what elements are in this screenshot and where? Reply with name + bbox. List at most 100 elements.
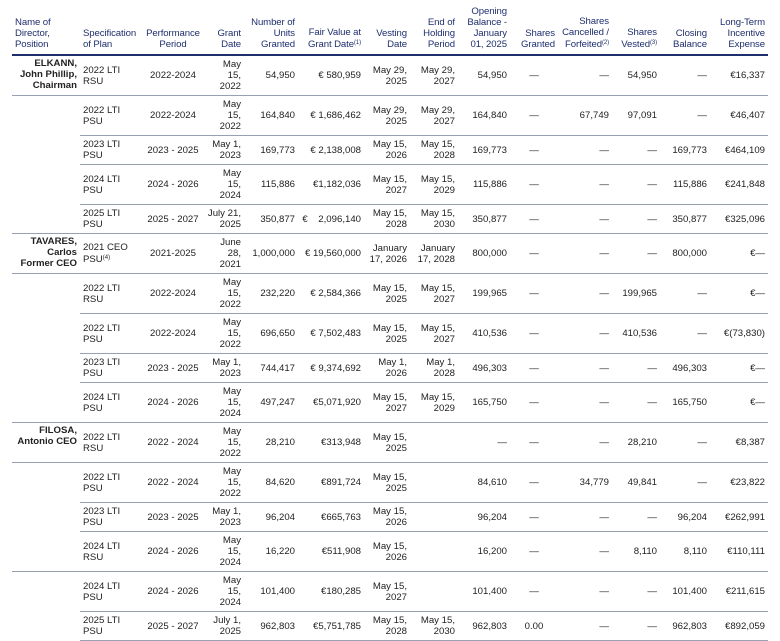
cell-fair-value: € 7,502,483 [298,313,364,354]
cell-shares-vested: 97,091 [612,95,660,136]
cell-vesting-date: May 29, 2025 [364,55,410,96]
cell-opening-balance: — [458,422,510,463]
cell-value: 2023 - 2025 [147,362,199,374]
cell-shares-cancelled: 34,779 [558,462,612,503]
header-plan: Specification of Plan [80,6,142,56]
cell-shares-granted: — [510,422,558,463]
cell-value: 2022 LTI PSU [83,322,121,345]
cell-name [12,136,80,165]
cell-shares-vested: — [612,571,660,612]
table-row: 2023 LTI PSU 2023 - 2025 May 1, 2023 96,204… [12,502,768,532]
cell-shares-granted: 0.00 [510,611,558,641]
cell-value: — [599,437,609,448]
cell-value: 96,204 [477,511,507,523]
cell-value: May 29, 2027 [420,104,455,127]
cell-value: 2025 LTI PSU [83,615,121,637]
cell-value: — [599,328,609,339]
cell-opening-balance: 410,536 [458,313,510,354]
cell-closing-balance: — [660,422,710,463]
cell-grant-date: May 15, 2022 [204,313,244,354]
header-label: Long-Term Incentive Expense [720,17,765,50]
cell-period: 2025 - 2027 [142,611,204,641]
cell-value: May 15, 2026 [372,139,407,161]
cell-lti-expense: €8,387 [710,422,768,463]
cell-value: 2022 LTI RSU [83,64,121,87]
cell-closing-balance: 96,204 [660,502,710,532]
cell-lti-expense: €46,407 [710,95,768,136]
cell-units-granted: 744,417 [244,353,298,383]
cell-value: 96,204 [265,511,295,523]
cell-value: 744,417 [260,362,295,374]
cell-value: — [697,288,707,299]
table-row: 2024 LTI PSU 2024 - 2026 May 15, 2024 101,4… [12,571,768,612]
cell-value: 800,000 [472,248,507,259]
header-holding-end: End of Holding Period [410,6,458,56]
cell-holding-end: May 15, 2029 [410,382,458,423]
header-opening-balance: Opening Balance - January 01, 2025 [458,6,510,56]
cell-vesting-date: May 15, 2027 [364,571,410,612]
cell-value: — [647,213,657,225]
cell-lti-expense: €16,337 [710,55,768,96]
cell-name [12,612,80,641]
cell-shares-cancelled: — [558,313,612,354]
cell-shares-vested: — [612,502,660,532]
cell-units-granted: 96,204 [244,502,298,532]
cell-value: 496,303 [672,362,707,374]
cell-value: €211,615 [725,586,765,597]
cell-lti-expense: €325,096 [710,204,768,234]
cell-value: FILOSA, Antonio CEO [17,425,77,447]
cell-name [12,314,80,354]
cell-vesting-date: May 15, 2025 [364,273,410,314]
cell-shares-granted: — [510,313,558,354]
cell-value: May 15, 2025 [372,322,407,345]
header-label: Performance Period [146,28,200,50]
cell-value: — [529,110,539,121]
cell-opening-balance: 496,303 [458,353,510,383]
cell-holding-end [410,571,458,612]
cell-value: — [599,248,609,259]
cell-grant-date: May 15, 2022 [204,462,244,503]
cell-value: 962,803 [472,620,507,632]
cell-value: 2024 LTI PSU [83,391,121,414]
cell-period: 2024 - 2026 [142,531,204,572]
cell-value: 34,779 [579,477,609,488]
cell-vesting-date: May 15, 2028 [364,611,410,641]
cell-value: May 15, 2028 [372,615,407,637]
cell-value: — [497,437,507,448]
cell-value: — [599,144,609,156]
cell-plan: 2022 LTI RSU [80,55,142,96]
cell-units-granted: 350,877 [244,204,298,234]
cell-value: €464,109 [724,144,765,156]
cell-closing-balance: 101,400 [660,571,710,612]
header-period: Performance Period [142,6,204,56]
cell-name [12,531,80,572]
cell-value: 2024 - 2026 [147,546,199,557]
cell-value: 169,773 [260,144,295,156]
cell-value: 410,536 [622,328,657,339]
cell-value: €180,285 [320,586,361,597]
cell-value: — [529,179,539,190]
cell-value: May 15, 2022 [219,99,241,132]
cell-plan: 2024 LTI PSU [80,164,142,205]
cell-fair-value: € 580,959 [298,55,364,96]
cell-units-granted: 28,210 [244,422,298,463]
cell-shares-vested: — [612,204,660,234]
cell-period: 2025 - 2027 [142,204,204,234]
cell-value: — [647,144,657,156]
cell-value: June 28, 2021 [219,237,241,270]
cell-shares-vested: 54,950 [612,55,660,96]
header-shares-granted: Shares Granted [510,6,558,56]
cell-shares-vested: 49,841 [612,462,660,503]
header-label: Vesting Date [376,28,407,50]
cell-period: 2022-2024 [142,273,204,314]
cell-units-granted: 101,400 [244,571,298,612]
cell-units-granted: 115,886 [244,164,298,205]
cell-plan: 2024 LTI PSU [80,382,142,423]
table-header: Name of Director, Position Specification … [12,6,768,56]
cell-value: 54,950 [265,70,295,81]
cell-value: May 1, 2023 [212,506,241,528]
cell-value: € 1,686,462 [310,110,361,121]
table-row: FILOSA, Antonio CEO 2022 LTI RSU 2022 - 20… [12,422,768,463]
cell-grant-date: May 15, 2024 [204,571,244,612]
cell-shares-vested: — [612,135,660,165]
